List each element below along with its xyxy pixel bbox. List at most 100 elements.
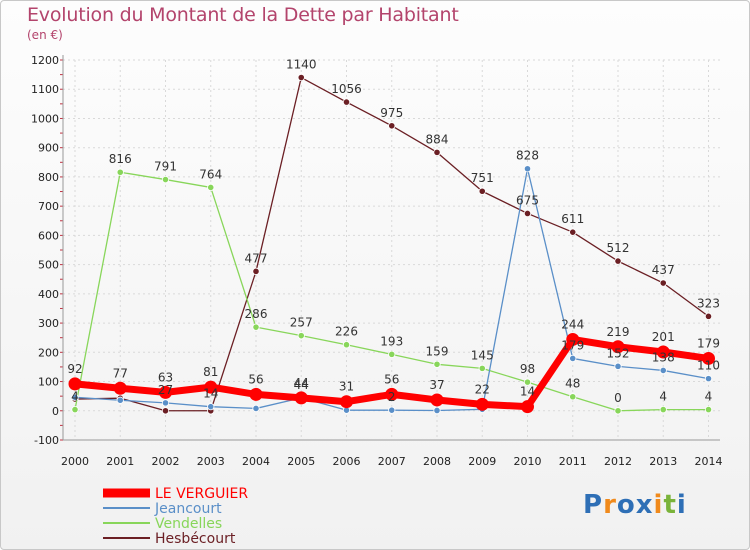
data-label-le-verguier: 77	[113, 366, 128, 380]
data-point-jeancourt	[71, 393, 79, 401]
chart-subtitle: (en €)	[27, 28, 63, 42]
data-label-hesb-court: 1056	[331, 82, 362, 96]
legend-label: LE VERGUIER	[155, 486, 248, 502]
x-tick-label: 2012	[604, 455, 632, 468]
data-label-hesb-court: 437	[652, 263, 675, 277]
data-label-le-verguier: 244	[561, 317, 584, 331]
data-label-vendelles: 791	[154, 160, 177, 174]
x-tick-label: 2014	[695, 455, 723, 468]
data-point-le-verguier	[611, 340, 625, 354]
data-point-jeancourt	[207, 403, 215, 411]
series-lines	[68, 73, 715, 415]
data-point-le-verguier	[566, 332, 580, 346]
data-point-jeancourt	[569, 354, 577, 363]
data-point-le-verguier	[294, 391, 308, 405]
data-point-jeancourt	[388, 406, 396, 414]
data-point-vendelles	[659, 405, 667, 414]
data-point-vendelles	[342, 341, 351, 349]
data-point-hesb-court	[569, 228, 577, 236]
data-point-le-verguier	[159, 385, 172, 399]
data-label-le-verguier: 22	[475, 382, 490, 396]
data-label-hesb-court: 512	[607, 241, 630, 255]
y-tick-label: 400	[38, 288, 59, 301]
data-label-jeancourt: 27	[158, 383, 173, 397]
data-point-vendelles	[207, 183, 215, 192]
data-point-vendelles	[433, 360, 441, 368]
data-label-hesb-court: 477	[245, 251, 268, 265]
data-point-vendelles	[116, 168, 124, 176]
data-point-vendelles	[252, 323, 260, 331]
data-point-hesb-court	[523, 209, 532, 218]
data-label-vendelles: 816	[109, 152, 132, 166]
x-tick-label: 2006	[333, 455, 361, 468]
data-point-vendelles	[71, 405, 79, 414]
data-point-le-verguier	[702, 351, 715, 365]
logo-letter: t	[663, 490, 677, 520]
logo-letter: i	[653, 490, 664, 520]
proxiti-logo: Proxiti	[583, 490, 687, 520]
data-point-vendelles	[388, 350, 396, 358]
data-point-jeancourt	[523, 165, 532, 173]
y-tick-label: -100	[34, 434, 59, 447]
data-label-jeancourt: 138	[652, 350, 675, 364]
y-tick-label: 100	[38, 376, 59, 389]
data-point-vendelles	[523, 378, 532, 386]
data-label-vendelles: 145	[471, 348, 494, 362]
y-tick-label: 700	[38, 200, 59, 213]
data-point-hesb-court	[342, 98, 351, 106]
data-label-vendelles: 764	[199, 167, 222, 181]
data-point-vendelles	[569, 393, 577, 401]
y-tick-label: 1200	[31, 54, 59, 67]
y-tick-label: 800	[38, 171, 59, 184]
data-point-vendelles	[161, 175, 170, 184]
data-point-jeancourt	[161, 399, 170, 407]
data-point-jeancourt	[252, 404, 260, 413]
data-label-le-verguier: 63	[158, 370, 173, 384]
x-tick-label: 2002	[152, 455, 180, 468]
data-label-vendelles: 159	[426, 344, 449, 358]
data-label-vendelles: 0	[614, 391, 622, 405]
data-label-jeancourt: 179	[561, 338, 584, 352]
data-point-vendelles	[478, 364, 486, 372]
data-point-hesb-court	[252, 267, 260, 275]
logo-letter: i	[676, 490, 687, 520]
data-point-vendelles	[614, 407, 622, 415]
data-point-jeancourt	[659, 366, 667, 375]
data-label-jeancourt: 14	[203, 387, 218, 401]
x-tick-label: 2007	[378, 455, 406, 468]
data-label-hesb-court: 323	[697, 296, 720, 310]
data-point-jeancourt	[433, 406, 441, 415]
chart-title: Evolution du Montant de la Dette par Hab…	[27, 4, 459, 26]
data-label-vendelles: 48	[565, 377, 580, 391]
data-point-le-verguier	[430, 393, 444, 407]
data-label-hesb-court: 884	[426, 132, 449, 146]
data-label-jeancourt: 44	[294, 378, 309, 392]
x-tick-label: 2008	[423, 455, 451, 468]
data-labels: 4771140105697588475167561151243732348167…	[67, 58, 720, 405]
data-point-jeancourt	[704, 375, 713, 383]
x-tick-label: 2000	[61, 455, 89, 468]
legend-label: Hesbécourt	[155, 531, 236, 547]
data-label-le-verguier: 81	[203, 365, 218, 379]
y-tick-label: 1000	[31, 112, 59, 125]
data-point-hesb-court	[388, 122, 396, 130]
data-point-hesb-court	[297, 73, 305, 82]
data-label-le-verguier: 14	[520, 385, 535, 399]
y-tick-label: 900	[38, 142, 59, 155]
x-tick-label: 2010	[514, 455, 542, 468]
data-label-vendelles: 4	[705, 390, 713, 404]
x-tick-label: 2009	[468, 455, 496, 468]
data-label-hesb-court: 975	[380, 106, 403, 120]
x-tick-label: 2003	[197, 455, 225, 468]
y-tick-label: 200	[38, 346, 59, 359]
y-tick-label: 300	[38, 317, 59, 330]
data-label-le-verguier: 37	[429, 378, 444, 392]
data-label-le-verguier: 179	[697, 336, 720, 350]
data-point-hesb-court	[433, 148, 441, 156]
data-point-le-verguier	[249, 387, 263, 401]
data-label-hesb-court: 675	[516, 193, 539, 207]
data-label-vendelles: 4	[659, 390, 667, 404]
data-label-le-verguier: 56	[248, 372, 263, 386]
data-label-jeancourt: 110	[697, 359, 720, 373]
